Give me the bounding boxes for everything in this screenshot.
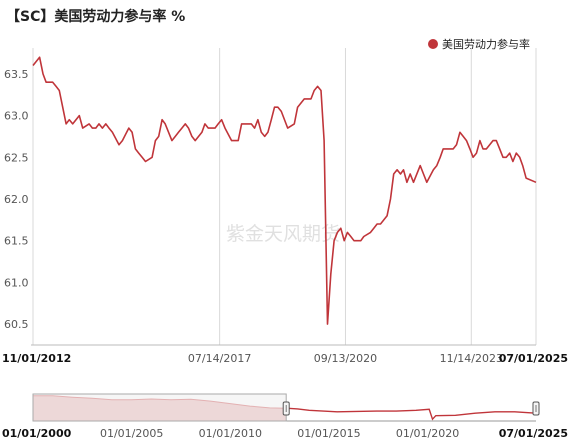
series-layer xyxy=(32,56,537,325)
navigator-tick-label: 01/01/2005 xyxy=(100,427,163,440)
navigator-tick-label: 01/01/2015 xyxy=(297,427,360,440)
series-line xyxy=(32,56,537,325)
x-tick-label: 07/14/2017 xyxy=(188,352,251,365)
y-tick-label: 61.5 xyxy=(4,235,29,248)
navigator-tick-label: 07/01/2025 xyxy=(499,427,568,440)
legend-label: 美国劳动力参与率 xyxy=(442,38,530,51)
y-tick-label: 61.0 xyxy=(4,276,29,289)
x-axis: 11/01/2012 07/14/2017 09/13/2020 11/14/2023… xyxy=(2,352,568,365)
x-tick-label: 11/01/2012 xyxy=(2,352,71,365)
navigator-selected-line xyxy=(286,407,537,421)
navigator[interactable]: 01/01/2000 01/01/2005 01/01/2010 01/01/2015… xyxy=(2,393,568,440)
chart-legend[interactable]: 美国劳动力参与率 xyxy=(428,36,530,52)
grid-lines xyxy=(31,48,537,346)
y-tick-label: 63.5 xyxy=(4,68,29,81)
navigator-unselected-area xyxy=(33,395,287,421)
navigator-tick-label: 01/01/2020 xyxy=(396,427,459,440)
navigator-mask xyxy=(32,393,287,422)
chart-title: 【SC】美国劳动力参与率 % xyxy=(6,9,186,25)
x-tick-label: 11/14/2023 xyxy=(440,352,503,365)
navigator-tick-label: 01/01/2000 xyxy=(2,427,72,440)
x-tick-label: 09/13/2020 xyxy=(314,352,377,365)
y-tick-label: 60.5 xyxy=(4,318,29,331)
watermark-text: 紫金天风期货 xyxy=(226,223,340,245)
y-tick-label: 62.5 xyxy=(4,151,29,164)
navigator-tick-label: 01/01/2010 xyxy=(199,427,262,440)
y-tick-label: 62.0 xyxy=(4,193,29,206)
x-tick-label: 07/01/2025 xyxy=(499,352,568,365)
legend-dot-icon xyxy=(428,39,438,49)
y-tick-label: 63.0 xyxy=(4,110,29,123)
navigator-unselected-line xyxy=(33,395,287,409)
y-axis: 60.5 61.0 61.5 62.0 62.5 63.0 63.5 xyxy=(4,68,29,331)
